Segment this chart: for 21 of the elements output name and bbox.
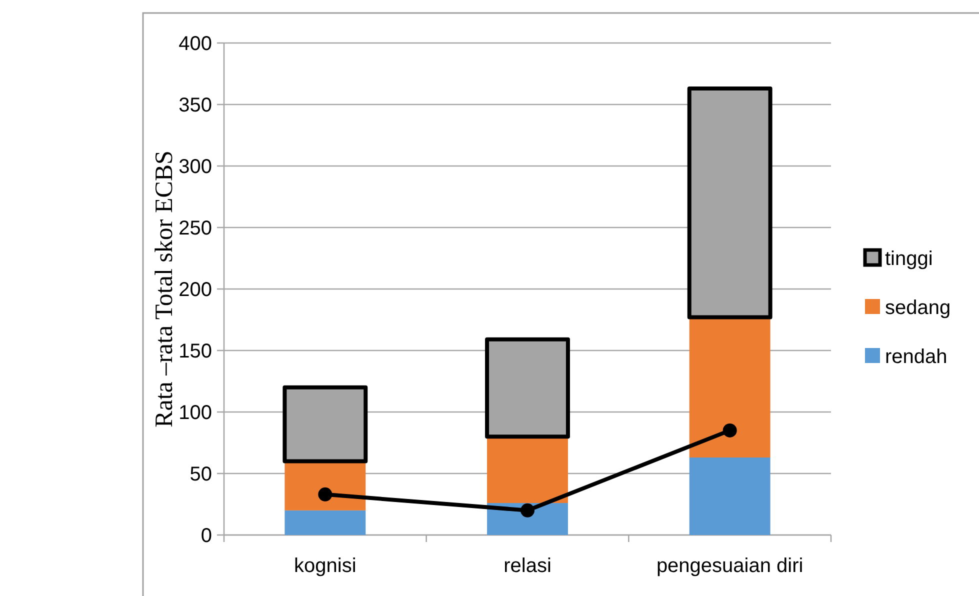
- y-axis-title: Rata –rata Total skor ECBS: [151, 150, 178, 428]
- y-tick-label: 300: [178, 156, 212, 178]
- y-tick-label: 250: [178, 218, 212, 240]
- y-tick-label: 200: [178, 279, 212, 301]
- y-tick-label: 150: [178, 340, 212, 362]
- x-tick-label: kognisi: [294, 555, 356, 577]
- legend-label: tinggi: [885, 248, 933, 270]
- y-tick-label: 50: [190, 464, 212, 486]
- legend-label: rendah: [885, 346, 948, 368]
- legend-label: sedang: [885, 297, 951, 319]
- bar: [689, 458, 770, 535]
- x-tick-label: pengesuaian diri: [656, 555, 804, 577]
- y-tick-label: 0: [200, 525, 212, 547]
- y-tick-label: 400: [178, 33, 212, 55]
- x-tick-label: relasi: [504, 555, 552, 577]
- point: [318, 487, 332, 502]
- y-tick-label: 350: [178, 94, 212, 116]
- bar: [284, 510, 366, 535]
- point: [520, 503, 534, 518]
- y-tick-label: 100: [178, 402, 212, 424]
- point: [722, 423, 737, 438]
